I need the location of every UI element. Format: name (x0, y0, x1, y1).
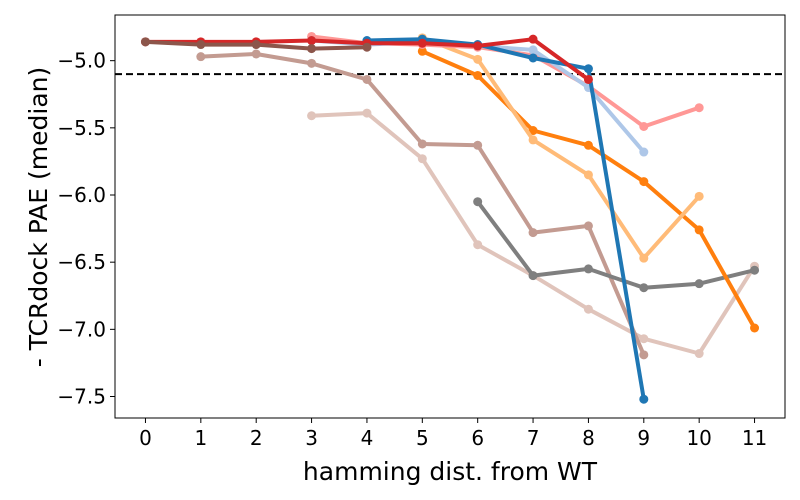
data-point (473, 70, 483, 80)
data-point (528, 126, 538, 136)
data-point (694, 349, 704, 359)
data-point (639, 177, 649, 187)
data-point (473, 41, 483, 51)
data-point (639, 147, 649, 157)
data-point (694, 225, 704, 235)
data-point (639, 334, 649, 344)
data-point (694, 191, 704, 201)
series-line (420, 35, 702, 261)
data-point (362, 108, 372, 118)
data-point (528, 271, 538, 281)
y-axis-title: - TCRdock PAE (median) (24, 67, 53, 367)
data-point (473, 197, 483, 207)
data-point (417, 154, 427, 164)
data-point (473, 240, 483, 250)
data-point (694, 279, 704, 289)
x-tick-label: 8 (582, 426, 595, 450)
data-point (583, 304, 593, 314)
data-point (307, 58, 317, 68)
data-point (473, 54, 483, 64)
y-tick-label: −7.5 (57, 385, 106, 409)
x-tick-label: 9 (637, 426, 650, 450)
data-point (307, 44, 317, 54)
series-10 (140, 37, 372, 54)
y-tick-label: −6.5 (57, 250, 106, 274)
x-tick-label: 5 (416, 426, 429, 450)
plot-frame (114, 14, 786, 419)
data-point (307, 36, 317, 46)
series-line (475, 199, 757, 290)
data-point (583, 140, 593, 150)
series-2 (196, 49, 649, 360)
data-point (251, 40, 261, 50)
data-point (528, 53, 538, 63)
data-point (583, 170, 593, 180)
data-point (417, 46, 427, 56)
y-tick-label: −7.0 (57, 317, 106, 341)
data-point (473, 140, 483, 150)
data-point (196, 52, 206, 62)
data-point (417, 38, 427, 48)
series-3 (473, 197, 760, 293)
data-point (528, 228, 538, 238)
y-tick-label: −5.0 (57, 49, 106, 73)
x-tick-label: 6 (471, 426, 484, 450)
data-point (362, 42, 372, 52)
data-point (417, 139, 427, 149)
data-point (750, 265, 760, 275)
series-line (364, 37, 646, 402)
series-4 (417, 46, 760, 333)
data-point (583, 221, 593, 231)
data-point (583, 64, 593, 74)
data-point (694, 103, 704, 113)
x-tick-label: 3 (305, 426, 318, 450)
data-point (639, 283, 649, 293)
data-point (639, 253, 649, 263)
data-point (196, 40, 206, 50)
x-tick-label: 4 (361, 426, 374, 450)
data-point (528, 45, 538, 55)
data-point (583, 74, 593, 84)
data-point (750, 323, 760, 333)
x-tick-label: 2 (250, 426, 263, 450)
x-tick-label: 7 (527, 426, 540, 450)
y-tick-label: −6.0 (57, 183, 106, 207)
data-point (362, 74, 372, 84)
data-point (251, 49, 261, 59)
data-point (528, 135, 538, 145)
y-tick-label: −5.5 (57, 116, 106, 140)
x-tick-label: 1 (194, 426, 207, 450)
data-point (639, 394, 649, 404)
data-point (583, 264, 593, 274)
data-point (528, 34, 538, 44)
data-point (639, 350, 649, 360)
plot-area (115, 31, 785, 404)
x-tick-label: 10 (686, 426, 711, 450)
data-point (307, 111, 317, 121)
axes: 0 1 2 3 4 5 6 7 8 9 10 11 −7.5 −7.0 −6.5 −6.0 −5.5 −5.0 (57, 49, 767, 450)
data-point (140, 37, 150, 47)
x-axis-title: hamming dist. from WT (303, 457, 598, 486)
data-point (639, 121, 649, 131)
x-tick-label: 0 (139, 426, 152, 450)
x-tick-label: 11 (742, 426, 767, 450)
